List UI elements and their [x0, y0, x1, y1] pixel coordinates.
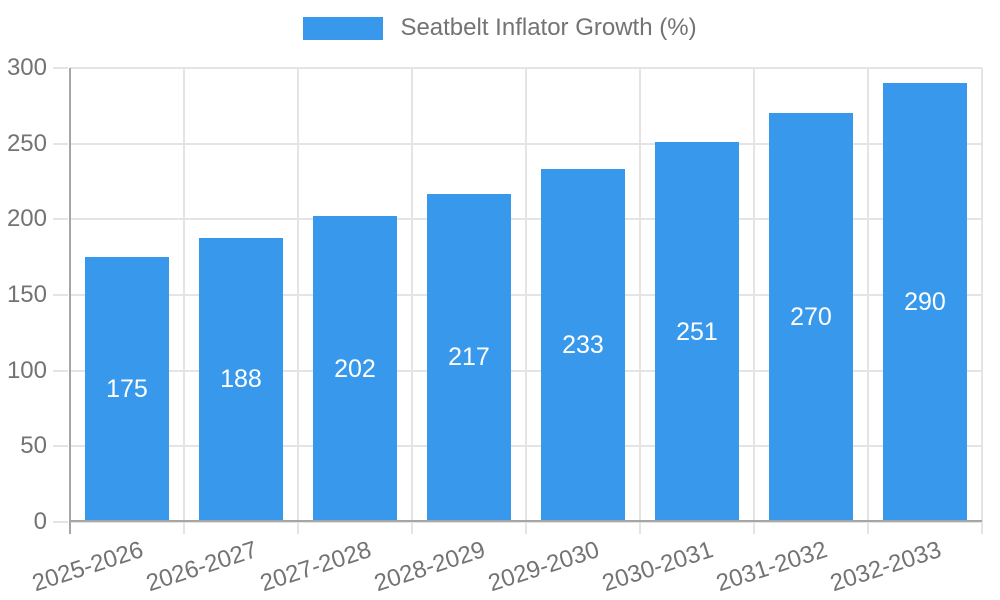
bar[interactable]: 217: [427, 193, 511, 522]
y-axis-line: [69, 68, 71, 534]
x-gridline: [525, 68, 527, 522]
y-tick-mark: [53, 521, 68, 523]
y-axis-tick-label: 200: [6, 205, 47, 233]
y-axis-tick-label: 0: [33, 508, 47, 535]
x-tick-mark: [297, 522, 299, 534]
y-tick-mark: [53, 142, 68, 145]
bar-value-label: 217: [448, 343, 490, 372]
x-axis-line: [70, 520, 982, 522]
x-gridline: [183, 68, 185, 522]
x-gridline: [639, 68, 641, 522]
x-gridline: [753, 68, 755, 522]
bar[interactable]: 175: [85, 257, 169, 522]
legend[interactable]: Seatbelt Inflator Growth (%): [0, 16, 1000, 40]
bar[interactable]: 188: [199, 237, 283, 522]
bar[interactable]: 233: [541, 169, 625, 522]
bar[interactable]: 270: [769, 113, 853, 522]
y-axis-tick-label: 300: [6, 54, 47, 81]
x-axis-tick-label: 2031-2032: [713, 536, 831, 598]
legend-label: Seatbelt Inflator Growth (%): [400, 14, 697, 41]
y-tick-mark: [53, 445, 68, 448]
x-tick-mark: [867, 522, 869, 534]
bar-value-label: 202: [334, 354, 376, 383]
bar-value-label: 251: [676, 317, 718, 346]
y-axis-tick-label: 150: [6, 281, 47, 308]
legend-swatch-icon: [303, 16, 384, 40]
x-tick-mark: [753, 522, 755, 534]
x-gridline: [981, 68, 983, 522]
x-axis-tick-label: 2029-2030: [485, 536, 603, 598]
y-tick-mark: [53, 369, 68, 372]
y-tick-mark: [53, 218, 68, 221]
x-gridline: [867, 68, 869, 522]
x-tick-mark: [183, 522, 185, 534]
x-axis-tick-label: 2032-2033: [827, 536, 945, 598]
bar-value-label: 233: [562, 331, 604, 360]
bar-value-label: 175: [106, 375, 148, 404]
y-axis-tick-label: 100: [6, 356, 47, 384]
bar[interactable]: 251: [655, 142, 739, 522]
x-axis-tick-label: 2030-2031: [599, 536, 717, 598]
x-axis-tick-label: 2026-2027: [143, 536, 261, 598]
x-gridline: [411, 68, 413, 522]
x-tick-mark: [525, 522, 527, 534]
y-tick-mark: [53, 67, 68, 69]
y-tick-mark: [53, 294, 68, 296]
x-axis-tick-label: 2028-2029: [371, 536, 489, 598]
y-axis-tick-label: 50: [20, 432, 47, 460]
x-tick-mark: [981, 522, 983, 534]
x-gridline: [297, 68, 299, 522]
x-axis-tick-label: 2025-2026: [29, 536, 147, 598]
bar[interactable]: 202: [313, 216, 397, 522]
x-axis-tick-label: 2027-2028: [257, 536, 375, 598]
bar[interactable]: 290: [883, 83, 967, 522]
bar-value-label: 270: [790, 303, 832, 332]
bar-value-label: 290: [904, 288, 946, 317]
bar-value-label: 188: [220, 365, 262, 394]
x-tick-mark: [411, 522, 413, 534]
x-tick-mark: [639, 522, 641, 534]
plot-area: 0 50 100 150 200 250 300 175 188 202 217 233 251 270 2…: [7, 56, 983, 597]
y-axis-tick-label: 250: [6, 129, 47, 157]
